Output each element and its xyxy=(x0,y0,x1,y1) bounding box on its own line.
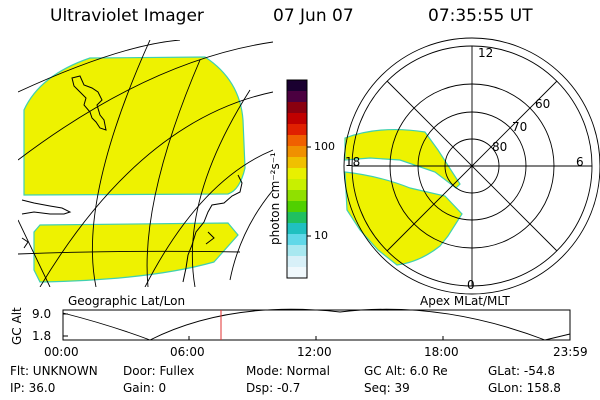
timeline-plot xyxy=(62,308,571,341)
timeline-frame xyxy=(62,309,571,341)
mlt-label-12: 12 xyxy=(478,46,494,60)
status-flt: Flt: UNKNOWN xyxy=(10,364,98,378)
timeline-xtick-2359: 23:59 xyxy=(553,345,588,359)
colorbar-unit-label: photon cm⁻²s⁻¹ xyxy=(268,152,282,245)
mlat-label-60: 60 xyxy=(535,97,551,111)
coastline-north xyxy=(71,75,107,131)
colorbar-stripe xyxy=(287,179,307,191)
status-dsp: Dsp: -0.7 xyxy=(246,381,301,395)
status-mode: Mode: Normal xyxy=(246,364,330,378)
colorbar-stripe xyxy=(287,256,307,268)
geo-emission-upper xyxy=(23,56,246,196)
geo-emission-lower xyxy=(33,222,239,283)
mlt-line-diag-2 xyxy=(386,80,558,252)
status-gain: Gain: 0 xyxy=(123,381,167,395)
timeline-xtick-1200: 12:00 xyxy=(297,345,332,359)
mlt-label-6: 6 xyxy=(576,155,584,169)
status-gc-alt: GC Alt: 6.0 Re xyxy=(364,364,448,378)
latitude-line xyxy=(144,149,273,287)
mlt-label-0: 0 xyxy=(467,278,475,292)
timeline-ytick-low: 1.8 xyxy=(32,329,52,343)
colorbar-stripe xyxy=(287,91,307,103)
mlt-label-18: 18 xyxy=(345,155,361,169)
colorbar-stripe xyxy=(287,80,307,92)
timeline-ytick-high: 9.0 xyxy=(32,307,52,321)
date-label: 07 Jun 07 xyxy=(273,6,354,26)
colorbar-stripe xyxy=(287,234,307,246)
status-ip: IP: 36.0 xyxy=(10,381,56,395)
timeline-xtick-1800: 18:00 xyxy=(424,345,459,359)
colorbar-stripe xyxy=(287,157,307,169)
mlat-ring-50 xyxy=(343,37,600,295)
colorbar-label-100: 100 xyxy=(314,140,335,153)
longitude-line xyxy=(146,59,201,287)
latitude-line xyxy=(18,40,181,93)
colorbar-stripe xyxy=(287,113,307,125)
longitude-line xyxy=(18,219,51,287)
colorbar-stripe xyxy=(287,168,307,180)
apex-emission xyxy=(344,129,463,266)
status-glat: GLat: -54.8 xyxy=(488,364,555,378)
apex-polar-plot xyxy=(343,37,600,295)
timeline-xtick-0600: 06:00 xyxy=(170,345,205,359)
longitude-line xyxy=(18,250,241,255)
instrument-title: Ultraviolet Imager xyxy=(50,6,204,26)
timeline-xtick-0000: 00:00 xyxy=(44,345,79,359)
latitude-line xyxy=(39,91,273,287)
colorbar-stripe xyxy=(287,201,307,213)
colorbar-stripe xyxy=(287,135,307,147)
longitude-line xyxy=(229,189,273,281)
coastline-west xyxy=(21,199,72,215)
colorbar-stripe xyxy=(287,190,307,202)
colorbar-stripe xyxy=(287,124,307,136)
colorbar-frame xyxy=(286,79,308,279)
colorbar-stripe xyxy=(287,267,307,279)
mlat-label-80: 80 xyxy=(492,140,508,154)
colorbar-stripe xyxy=(287,245,307,257)
mlat-label-70: 70 xyxy=(512,120,528,134)
colorbar-stripe xyxy=(287,212,307,224)
time-label: 07:35:55 UT xyxy=(428,6,533,26)
coastline-east xyxy=(182,174,243,283)
orbit-altitude-curve xyxy=(62,308,571,341)
geographic-panel-label: Geographic Lat/Lon xyxy=(68,294,186,308)
status-glon: GLon: 158.8 xyxy=(488,381,561,395)
colorbar xyxy=(287,80,307,279)
colorbar-stripe xyxy=(287,223,307,235)
colorbar-stripe xyxy=(287,146,307,158)
colorbar-stripe xyxy=(287,102,307,114)
status-seq: Seq: 39 xyxy=(364,381,410,395)
colorbar-label-10: 10 xyxy=(314,229,328,242)
timeline-axis-label: GC Alt xyxy=(10,307,24,345)
apex-panel-label: Apex MLat/MLT xyxy=(420,294,510,308)
coastline-southeast xyxy=(205,231,215,245)
latitude-line xyxy=(18,41,273,161)
coastline-southwest xyxy=(21,237,29,249)
longitude-line xyxy=(191,89,251,287)
status-door: Door: Fullex xyxy=(123,364,195,378)
longitude-line xyxy=(91,40,151,287)
